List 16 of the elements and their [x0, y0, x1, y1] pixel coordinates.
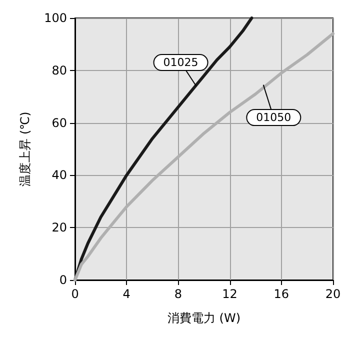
- x-tick-label: 4: [122, 287, 130, 301]
- x-tick-label: 16: [274, 287, 290, 301]
- x-axis-title: 消費電力 (W): [167, 311, 241, 325]
- x-tick-label: 12: [222, 287, 238, 301]
- y-tick-label: 80: [52, 63, 67, 78]
- x-tick-label: 0: [71, 287, 79, 301]
- y-tick-label: 0: [59, 273, 67, 287]
- y-axis-title: 温度上昇 (℃): [18, 112, 32, 186]
- x-tick-label: 8: [174, 287, 182, 301]
- x-tick-label: 20: [325, 287, 341, 301]
- series-label: 01050: [256, 111, 292, 124]
- y-tick-label: 20: [52, 220, 67, 235]
- y-tick-label: 40: [52, 168, 67, 182]
- y-tick-label: 100: [44, 11, 67, 25]
- series-label: 01025: [163, 56, 198, 70]
- y-tick-label: 60: [52, 116, 67, 130]
